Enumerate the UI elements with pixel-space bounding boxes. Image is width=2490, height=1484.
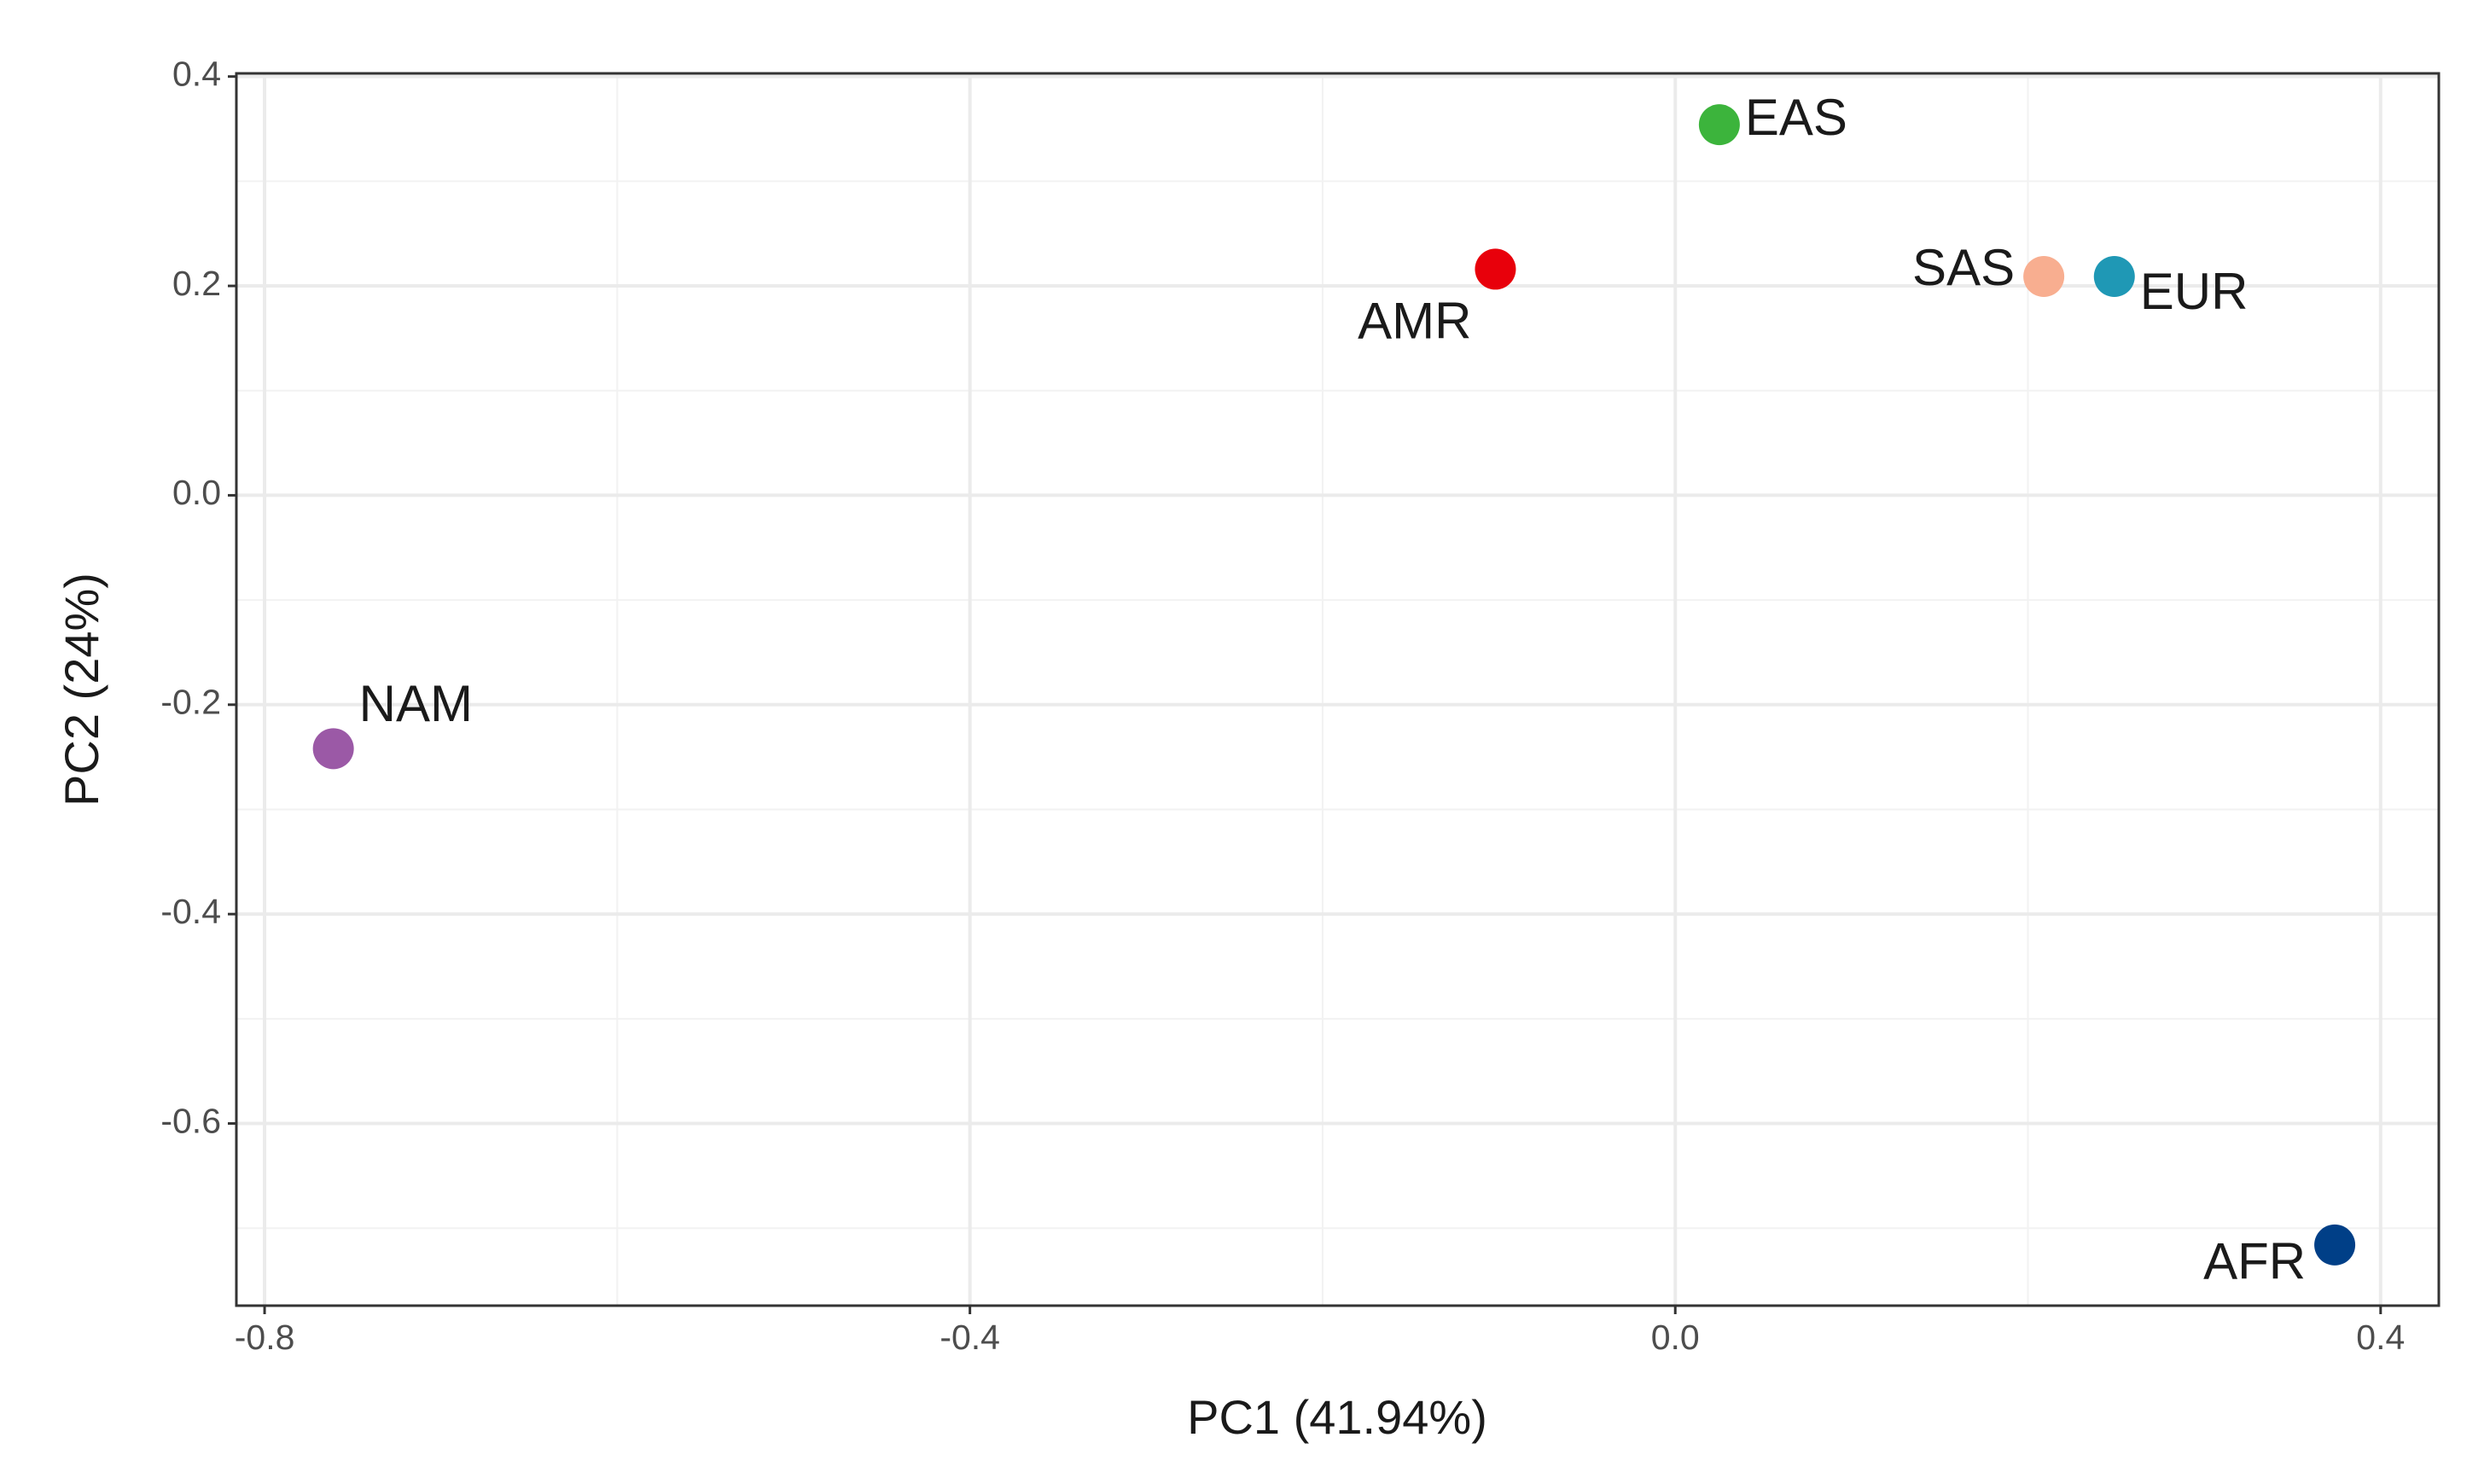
point-label: EAS [1745, 89, 1847, 146]
x-tick-label: -0.8 [235, 1318, 295, 1357]
point-label: SAS [1912, 239, 2015, 296]
point-label: EUR [2140, 263, 2249, 320]
y-tick-label: -0.6 [160, 1101, 221, 1140]
point [2023, 256, 2065, 298]
point [1475, 248, 1516, 290]
plot-border [235, 72, 2441, 1307]
x-tick-label: 0.4 [2356, 1318, 2405, 1357]
point-label: NAM [359, 675, 473, 732]
point-label: AFR [2203, 1233, 2306, 1290]
point-label: AMR [1358, 292, 1471, 349]
y-tick-label: 0.4 [172, 55, 221, 94]
y-tick-label: -0.2 [160, 683, 221, 722]
point [1698, 104, 1740, 146]
y-tick-label: -0.4 [160, 892, 221, 931]
y-axis-title: PC2 (24%) [55, 573, 108, 806]
x-axis-title: PC1 (41.94%) [1187, 1390, 1487, 1444]
y-tick-label: 0.0 [172, 473, 221, 512]
point [2093, 256, 2135, 298]
y-tick-label: 0.2 [172, 264, 221, 303]
point [2314, 1224, 2356, 1266]
point [312, 728, 354, 770]
x-tick-label: -0.4 [940, 1318, 1000, 1357]
x-tick-label: 0.0 [1651, 1318, 1700, 1357]
plot-panel [236, 73, 2439, 1306]
